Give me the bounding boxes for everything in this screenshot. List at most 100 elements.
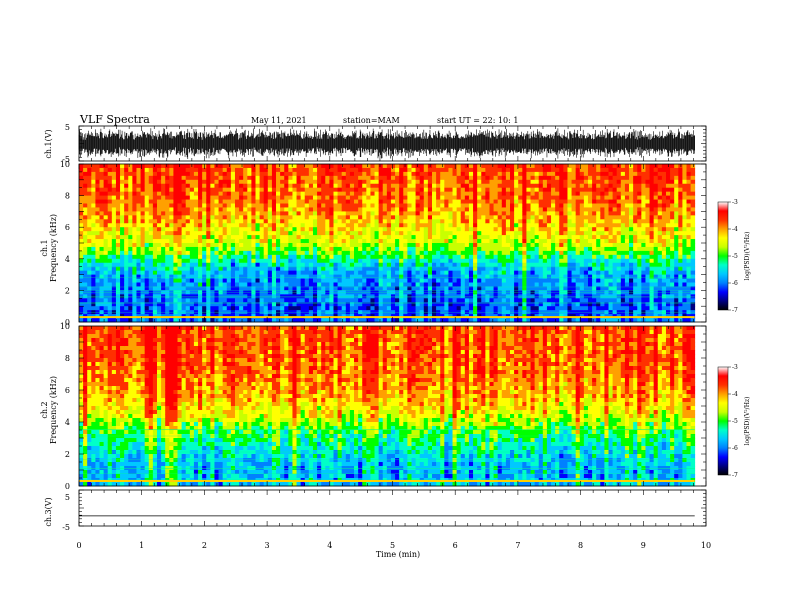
spectrogram-cell (567, 219, 572, 224)
spectrogram-cell (312, 171, 318, 177)
spectrogram-cell (304, 286, 310, 291)
spectrogram-cell (206, 250, 211, 256)
spectrogram-cell (148, 270, 154, 275)
spectrogram-cell (551, 286, 556, 291)
spectrogram-cell (144, 183, 150, 189)
spectrogram-cell (518, 270, 523, 275)
spectrogram-cell (181, 231, 187, 236)
spectrogram-cell (189, 179, 195, 185)
spectrogram-cell (140, 302, 146, 307)
spectrogram-cell (538, 227, 544, 232)
spectrogram-cell (152, 262, 158, 268)
spectrogram-cell (140, 239, 146, 244)
spectrogram-cell (423, 183, 429, 189)
spectrogram-cell (87, 270, 92, 275)
spectrogram-cell (423, 282, 429, 287)
spectrogram-cell (534, 235, 540, 240)
spectrogram-cell (132, 171, 137, 177)
spectrogram-cell (214, 183, 219, 189)
spectrogram-cell (370, 250, 375, 256)
spectrogram-cell (115, 318, 121, 323)
spectrogram-cell (304, 318, 310, 323)
spectrogram-cell (185, 191, 191, 196)
spectrogram-cell (538, 179, 544, 185)
spectrogram-cell (362, 175, 367, 181)
spectrogram-cell (247, 171, 252, 177)
spectrogram-cell (378, 290, 384, 295)
spectrogram-cell (505, 318, 511, 323)
spectrogram-cell (333, 211, 338, 216)
spectrogram-cell (345, 203, 351, 208)
spectrogram-cell (284, 211, 289, 216)
spectrogram-cell (259, 183, 265, 189)
spectrogram-cell (538, 235, 544, 240)
spectrogram-cell (300, 235, 306, 240)
spectrogram-cell (239, 207, 244, 212)
spectrogram-cell (243, 262, 248, 268)
spectrogram-cell (522, 278, 527, 283)
spectrogram-cell (583, 318, 589, 323)
spectrogram-cell (79, 227, 84, 232)
spectrogram-cell (374, 223, 380, 228)
spectrogram-cell (374, 254, 380, 260)
spectrogram-cell (234, 231, 240, 236)
spectrogram-cell (226, 254, 232, 260)
spectrogram-cell (255, 191, 260, 196)
spectrogram-cell (510, 187, 515, 193)
spectrogram-cell (276, 183, 281, 189)
spectrogram-cell (140, 203, 146, 208)
spectrogram-cell (198, 164, 203, 169)
spectrogram-cell (436, 227, 441, 232)
spectrogram-cell (148, 239, 154, 244)
spectrogram-cell (518, 254, 523, 260)
spectrogram-cell (456, 235, 462, 240)
spectrogram-cell (456, 270, 462, 275)
spectrogram-cell (83, 235, 88, 240)
spectrogram-cell (354, 258, 359, 264)
spectrogram-cell (444, 179, 449, 185)
spectrogram-cell (493, 318, 499, 323)
spectrogram-cell (148, 219, 154, 224)
spectrogram-cell (284, 254, 289, 260)
spectrogram-cell (288, 191, 293, 196)
spectrogram-cell (181, 179, 187, 185)
spectrogram-cell (460, 231, 466, 236)
spectrogram-cell (189, 167, 195, 173)
spectrogram-cell (583, 274, 589, 279)
spectrogram-cell (473, 199, 478, 204)
spectrogram-cell (202, 250, 207, 256)
spectrogram-cell (284, 167, 289, 173)
spectrogram-cell (288, 203, 293, 208)
spectrogram-cell (464, 211, 470, 216)
spectrogram-cell (493, 302, 499, 307)
spectrogram-cell (362, 195, 367, 200)
spectrogram-cell (349, 274, 355, 279)
spectrogram-cell (124, 195, 129, 200)
spectrogram-cell (206, 286, 211, 291)
spectrogram-cell (345, 286, 351, 291)
spectrogram-cell (292, 266, 297, 272)
spectrogram-cell (530, 274, 536, 279)
spectrogram-cell (111, 195, 117, 200)
spectrogram-cell (115, 243, 121, 248)
spectrogram-cell (210, 286, 215, 291)
spectrogram-cell (144, 175, 150, 181)
spectrogram-cell (124, 183, 129, 189)
spectrogram-cell (239, 187, 244, 193)
spectrogram-cell (95, 243, 100, 248)
spectrogram-cell (317, 243, 322, 248)
spectrogram-cell (390, 167, 396, 173)
spectrogram-cell (378, 215, 384, 220)
spectrogram-cell (399, 191, 404, 196)
spectrogram-cell (526, 270, 531, 275)
spectrogram-cell (234, 266, 240, 272)
spectrogram-cell (551, 211, 556, 216)
spectrogram-cell (481, 250, 486, 256)
spectrogram-cell (103, 266, 109, 272)
spectrogram-cell (555, 167, 560, 173)
spectrogram-cell (501, 318, 507, 323)
spectrogram-cell (284, 266, 289, 272)
spectrogram-cell (485, 167, 490, 173)
spectrogram-cell (308, 318, 314, 323)
spectrogram-cell (99, 223, 105, 228)
